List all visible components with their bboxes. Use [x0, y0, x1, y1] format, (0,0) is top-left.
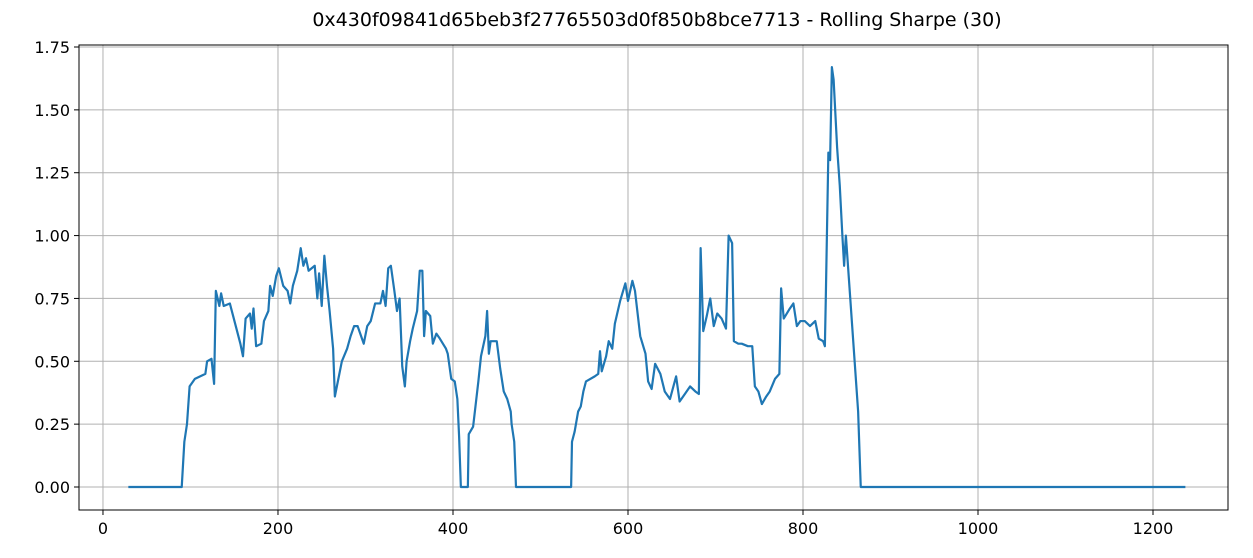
x-tick-label: 200	[263, 519, 294, 538]
x-tick-label: 1200	[1133, 519, 1174, 538]
x-tick-label: 800	[788, 519, 819, 538]
y-tick-label: 0.50	[34, 352, 70, 371]
plot-frame	[78, 44, 1229, 511]
y-tick-label: 1.00	[34, 227, 70, 246]
y-tick-label: 1.75	[34, 38, 70, 57]
chart-title: 0x430f09841d65beb3f27765503d0f850b8bce77…	[312, 9, 1001, 31]
y-tick-label: 0.00	[34, 478, 70, 497]
y-tick-label: 0.75	[34, 289, 70, 308]
x-tick-label: 1000	[958, 519, 999, 538]
y-tick-label: 0.25	[34, 415, 70, 434]
y-tick-label: 1.25	[34, 164, 70, 183]
x-tick-label: 400	[438, 519, 469, 538]
line-series	[128, 66, 1186, 489]
x-tick-label: 0	[98, 519, 108, 538]
x-tick-label: 600	[613, 519, 644, 538]
y-tick-label: 1.50	[34, 101, 70, 120]
